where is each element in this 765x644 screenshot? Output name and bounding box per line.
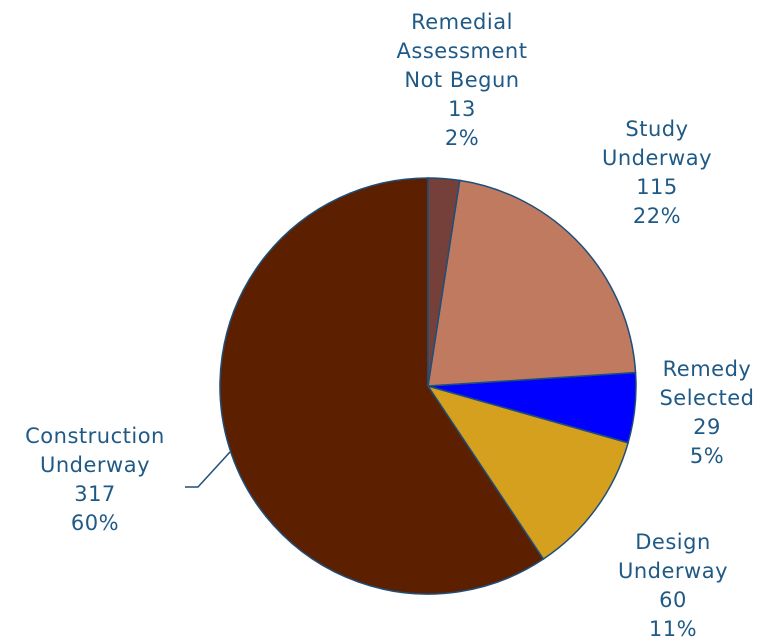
label-name: Remedial Assessment Not Begun [396, 10, 528, 92]
slice-label: Remedy Selected 29 5% [659, 355, 754, 471]
label-value: 60 [659, 588, 687, 612]
label-percent: 11% [648, 617, 698, 641]
label-name: Design Underway [617, 530, 729, 583]
label-percent: 22% [632, 204, 682, 228]
label-value: 317 [74, 482, 116, 506]
label-percent: 2% [444, 126, 480, 150]
slice-label: Remedial Assessment Not Begun 13 2% [397, 8, 528, 153]
label-percent: 60% [70, 511, 120, 535]
slice-label: Construction Underway 317 60% [25, 422, 165, 538]
leader-line [185, 451, 231, 488]
chart: Remedial Assessment Not Begun 13 2% Study U… [25, 8, 754, 641]
label-percent: 5% [689, 444, 725, 468]
label-value: 115 [636, 175, 678, 199]
label-name: Construction Underway [25, 424, 165, 477]
label-value: 29 [693, 415, 721, 439]
label-value: 13 [448, 97, 476, 121]
pie-area [185, 177, 637, 595]
pie-slice [219, 177, 545, 595]
pie-slice [427, 177, 461, 387]
label-name: Study Underway [601, 117, 713, 170]
label-name: Remedy Selected [659, 357, 755, 410]
slice-label: Study Underway 115 22% [602, 115, 712, 231]
slice-label: Design Underway 60 11% [618, 528, 728, 644]
pie-slice [427, 179, 637, 387]
